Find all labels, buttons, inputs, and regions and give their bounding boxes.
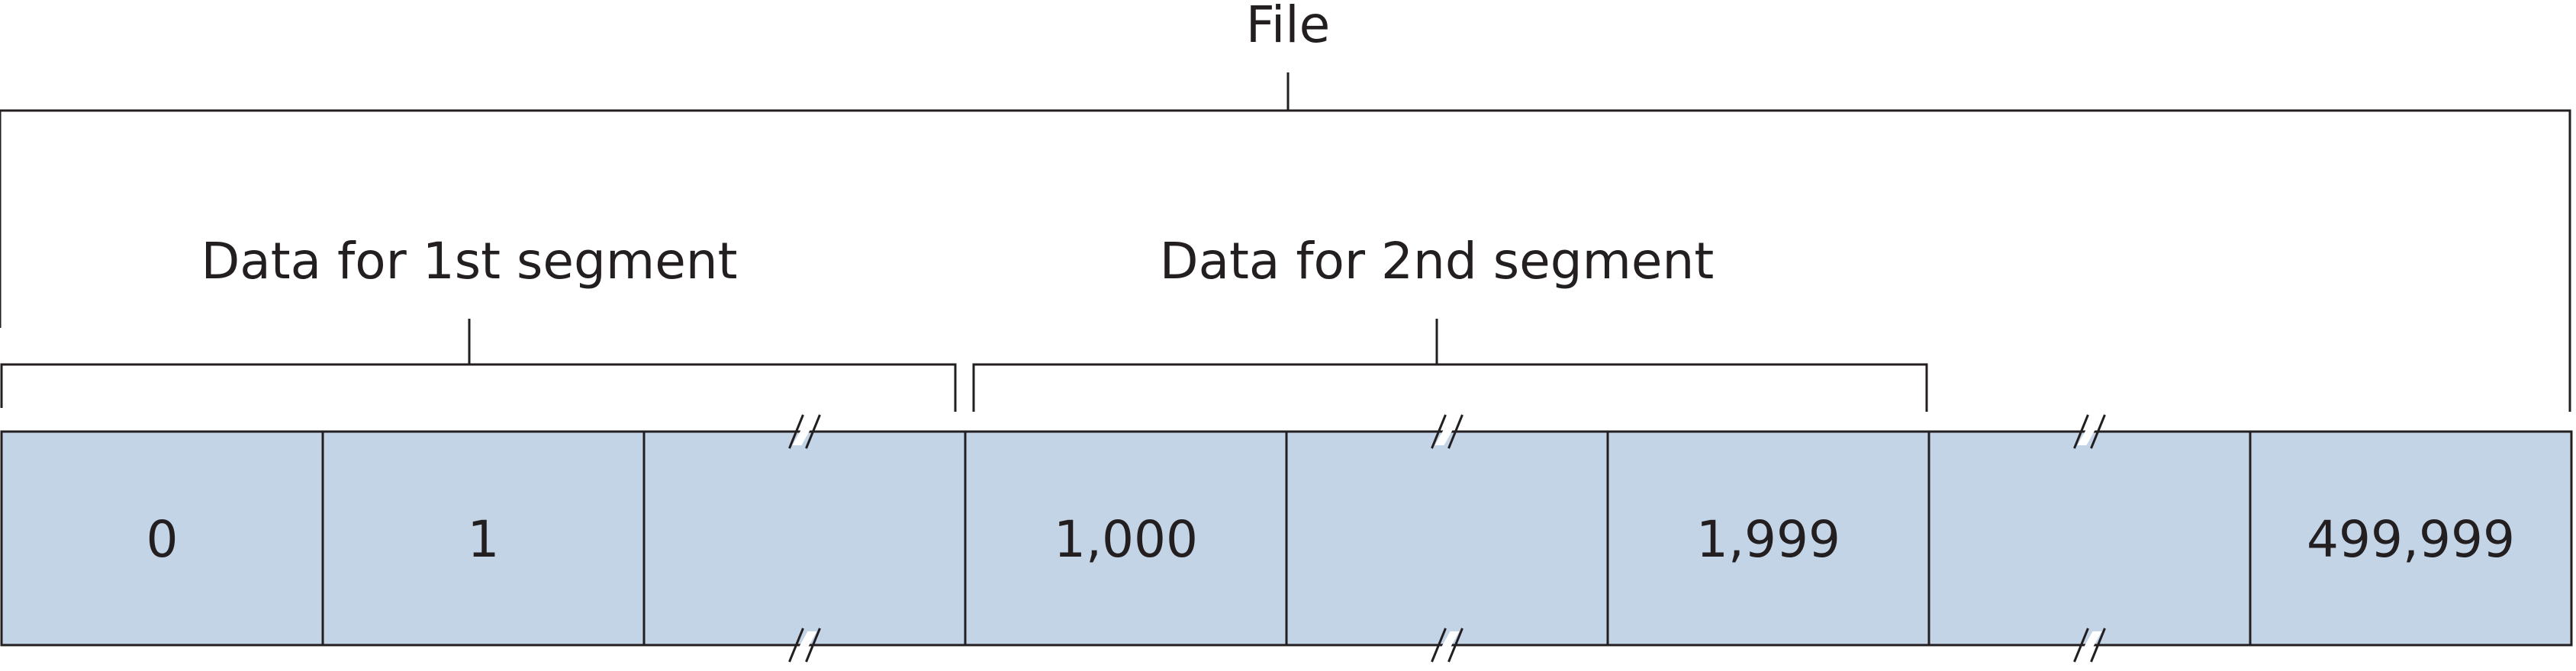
byte-cell <box>644 432 965 645</box>
segment-1-bracket <box>2 319 955 412</box>
segment-2-bracket <box>974 319 1927 412</box>
byte-cell <box>1286 432 1608 645</box>
byte-cell-label: 0 <box>147 510 179 569</box>
byte-cells-row: 0 1 1,000 1,999 499,999 <box>2 415 2571 662</box>
byte-cell-label: 1,999 <box>1696 510 1840 569</box>
byte-cell <box>1929 432 2250 645</box>
byte-cell-label: 1 <box>468 510 500 569</box>
segment-2-label: Data for 2nd segment <box>1160 232 1714 291</box>
byte-cell-label: 499,999 <box>2307 510 2515 569</box>
segment-1-label: Data for 1st segment <box>201 232 737 291</box>
file-label: File <box>1246 0 1330 54</box>
byte-cell-label: 1,000 <box>1054 510 1198 569</box>
